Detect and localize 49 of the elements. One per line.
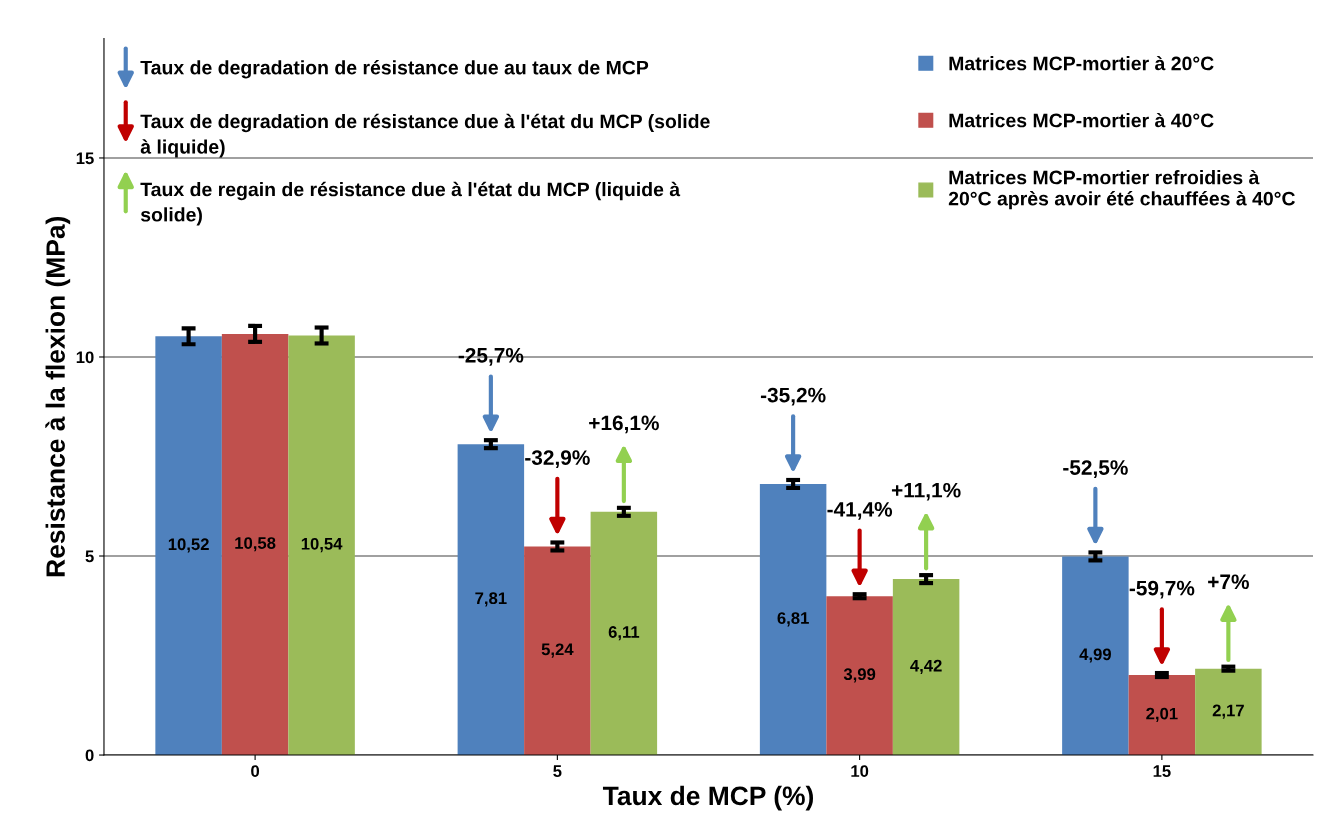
bar [288,335,355,756]
data-label: 4,99 [1079,648,1111,663]
y-tick-label: 10 [76,351,94,364]
data-label: 10,54 [301,537,343,553]
bar [1195,668,1262,756]
annotation: -32,9% [525,450,590,468]
x-tick-label: 10 [851,765,869,777]
bar [457,444,525,756]
data-label: 7,81 [475,592,507,607]
annotation: -35,2% [760,387,826,406]
bar [590,511,658,756]
data-label: 10,58 [235,537,276,552]
annotation: -52,5% [1063,460,1128,478]
bar [221,333,289,756]
data-label: 5,24 [541,643,574,658]
bar [759,483,827,756]
data-label: 6,11 [608,626,640,641]
bar [155,336,222,756]
annotation: -25,7% [458,347,524,366]
x-tick-label: 15 [1153,765,1171,777]
data-label: 2,17 [1212,704,1244,719]
data-label: 2,01 [1146,707,1178,722]
bar [1128,675,1196,756]
x-tick-label: 5 [553,765,562,777]
bar [892,579,960,756]
y-tick-label: 5 [85,550,94,563]
annotation: +11,1% [891,482,961,501]
annotation: Taux de degradation de résistance due à l'état du MCP (solide à liquide) [140,113,710,158]
data-label: 10,52 [168,538,209,553]
annotation: -59,7% [1129,580,1195,599]
annotation: Taux de regain de résistance due à l'état du MCP (liquide à solide) [140,181,681,226]
bar [1062,556,1129,756]
legend-label: Matrices MCP-mortier à 20°C [949,55,1214,71]
bar [826,596,893,756]
annotation: Taux de degradation de résistance due au taux de MCP [140,60,649,79]
data-label: 3,99 [843,668,876,683]
annotation: +7% [1208,574,1249,590]
data-label: 6,81 [777,612,809,627]
y-axis-title: Resistance à la flexion (MPa) [45,216,71,577]
y-tick-label: 15 [76,152,94,165]
legend-label: Matrices MCP-mortier à 40°C [949,112,1214,128]
legend-label: Matrices MCP-mortier refroidies à 20°C après avoir été chauffées à 40°C [948,169,1295,210]
x-axis-title: Taux de MCP (%) [602,785,814,811]
bar [524,546,591,756]
annotation: +16,1% [589,415,659,434]
data-label: 4,42 [910,659,942,674]
y-tick-label: 0 [85,749,94,762]
annotation: -41,4% [827,501,893,520]
x-tick-label: 0 [251,765,260,777]
